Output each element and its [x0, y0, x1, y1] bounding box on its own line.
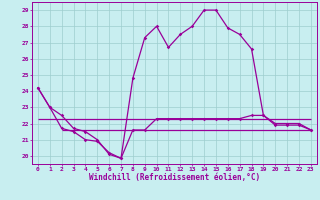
X-axis label: Windchill (Refroidissement éolien,°C): Windchill (Refroidissement éolien,°C) — [89, 173, 260, 182]
